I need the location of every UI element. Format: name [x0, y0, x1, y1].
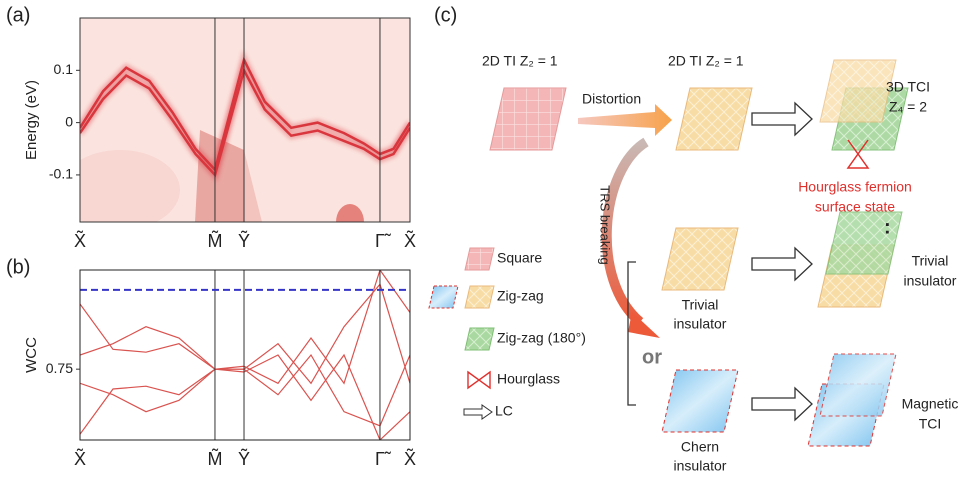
y-tick-label: 0.75 — [46, 360, 73, 376]
x-tick-label: X̃ — [404, 230, 416, 251]
arrow — [752, 388, 812, 420]
zigzag-lattice — [662, 228, 738, 290]
heatmap-bg — [60, 18, 410, 240]
x-tick-label: Ỹ — [238, 448, 250, 469]
band-line — [80, 270, 410, 434]
label: Hourglass fermion — [798, 179, 912, 195]
x-tick-label: Γ̃ — [375, 449, 392, 469]
x-tick-label: Ỹ — [238, 230, 250, 251]
y-tick-label: 0 — [65, 113, 73, 129]
bracket — [628, 262, 636, 405]
label: or — [642, 346, 662, 368]
legend-label: Zig-zag — [497, 288, 544, 304]
square-lattice — [490, 88, 566, 150]
diagram: 2D TI Z₂ = 1 Distortion 2D TI Z₂ = 1 3D … — [429, 53, 958, 474]
x-tick-label: Γ̃ — [375, 231, 392, 251]
label: Trivial — [912, 253, 949, 269]
arrow — [752, 103, 812, 135]
legend-label: Square — [497, 250, 542, 266]
plot-frame — [80, 270, 410, 440]
dots: : — [884, 216, 891, 238]
label: TCI — [919, 416, 942, 432]
panel-label: (a) — [6, 4, 30, 26]
legend-label: LC — [495, 403, 513, 419]
label: Trivial — [682, 297, 719, 313]
zigzag-lattice — [820, 60, 896, 122]
label: 2D TI Z₂ = 1 — [482, 53, 558, 69]
chern-lattice — [820, 354, 896, 416]
arrow — [578, 104, 672, 136]
panel-label: (c) — [434, 4, 457, 26]
label: insulator — [904, 273, 957, 289]
legend-swatch — [465, 248, 494, 270]
band-line — [80, 327, 410, 426]
x-tick-label: X̃ — [404, 448, 416, 469]
label: insulator — [674, 458, 727, 474]
chern-lattice — [662, 370, 738, 432]
y-tick-label: 0.1 — [54, 61, 74, 77]
y-axis-label: WCC — [23, 337, 40, 373]
label: Magnetic — [902, 396, 959, 412]
legend-label: Zig-zag (180°) — [497, 330, 586, 346]
x-tick-label: X̃ — [74, 230, 86, 251]
legend-label: Hourglass — [497, 371, 560, 387]
y-tick-label: -0.1 — [49, 166, 73, 182]
legend-swatch — [465, 286, 494, 308]
arrow — [752, 248, 812, 280]
legend-swatch — [464, 405, 492, 419]
y-axis-label: Energy (eV) — [23, 80, 40, 160]
legend-swatch — [465, 328, 494, 350]
label: 3D TCI — [886, 79, 930, 95]
zigzag-lattice — [676, 88, 752, 150]
x-tick-label: M̃ — [207, 230, 222, 251]
band-line — [80, 304, 410, 440]
label: insulator — [674, 316, 727, 332]
label: 2D TI Z₂ = 1 — [668, 53, 744, 69]
label: Distortion — [582, 91, 641, 107]
x-tick-label: M̃ — [207, 448, 222, 469]
legend-swatch — [468, 372, 490, 388]
figure: (a) (b) (c) 2D TI Z₂ = 1 Distortion 2D T… — [0, 0, 968, 496]
label: Z₄ = 2 — [889, 99, 927, 115]
legend-swatch — [429, 286, 458, 308]
label: TRS breaking — [598, 185, 613, 264]
label: Chern — [681, 439, 719, 455]
x-tick-label: X̃ — [74, 448, 86, 469]
arrow-head — [628, 312, 660, 338]
panel-label: (b) — [6, 256, 30, 278]
